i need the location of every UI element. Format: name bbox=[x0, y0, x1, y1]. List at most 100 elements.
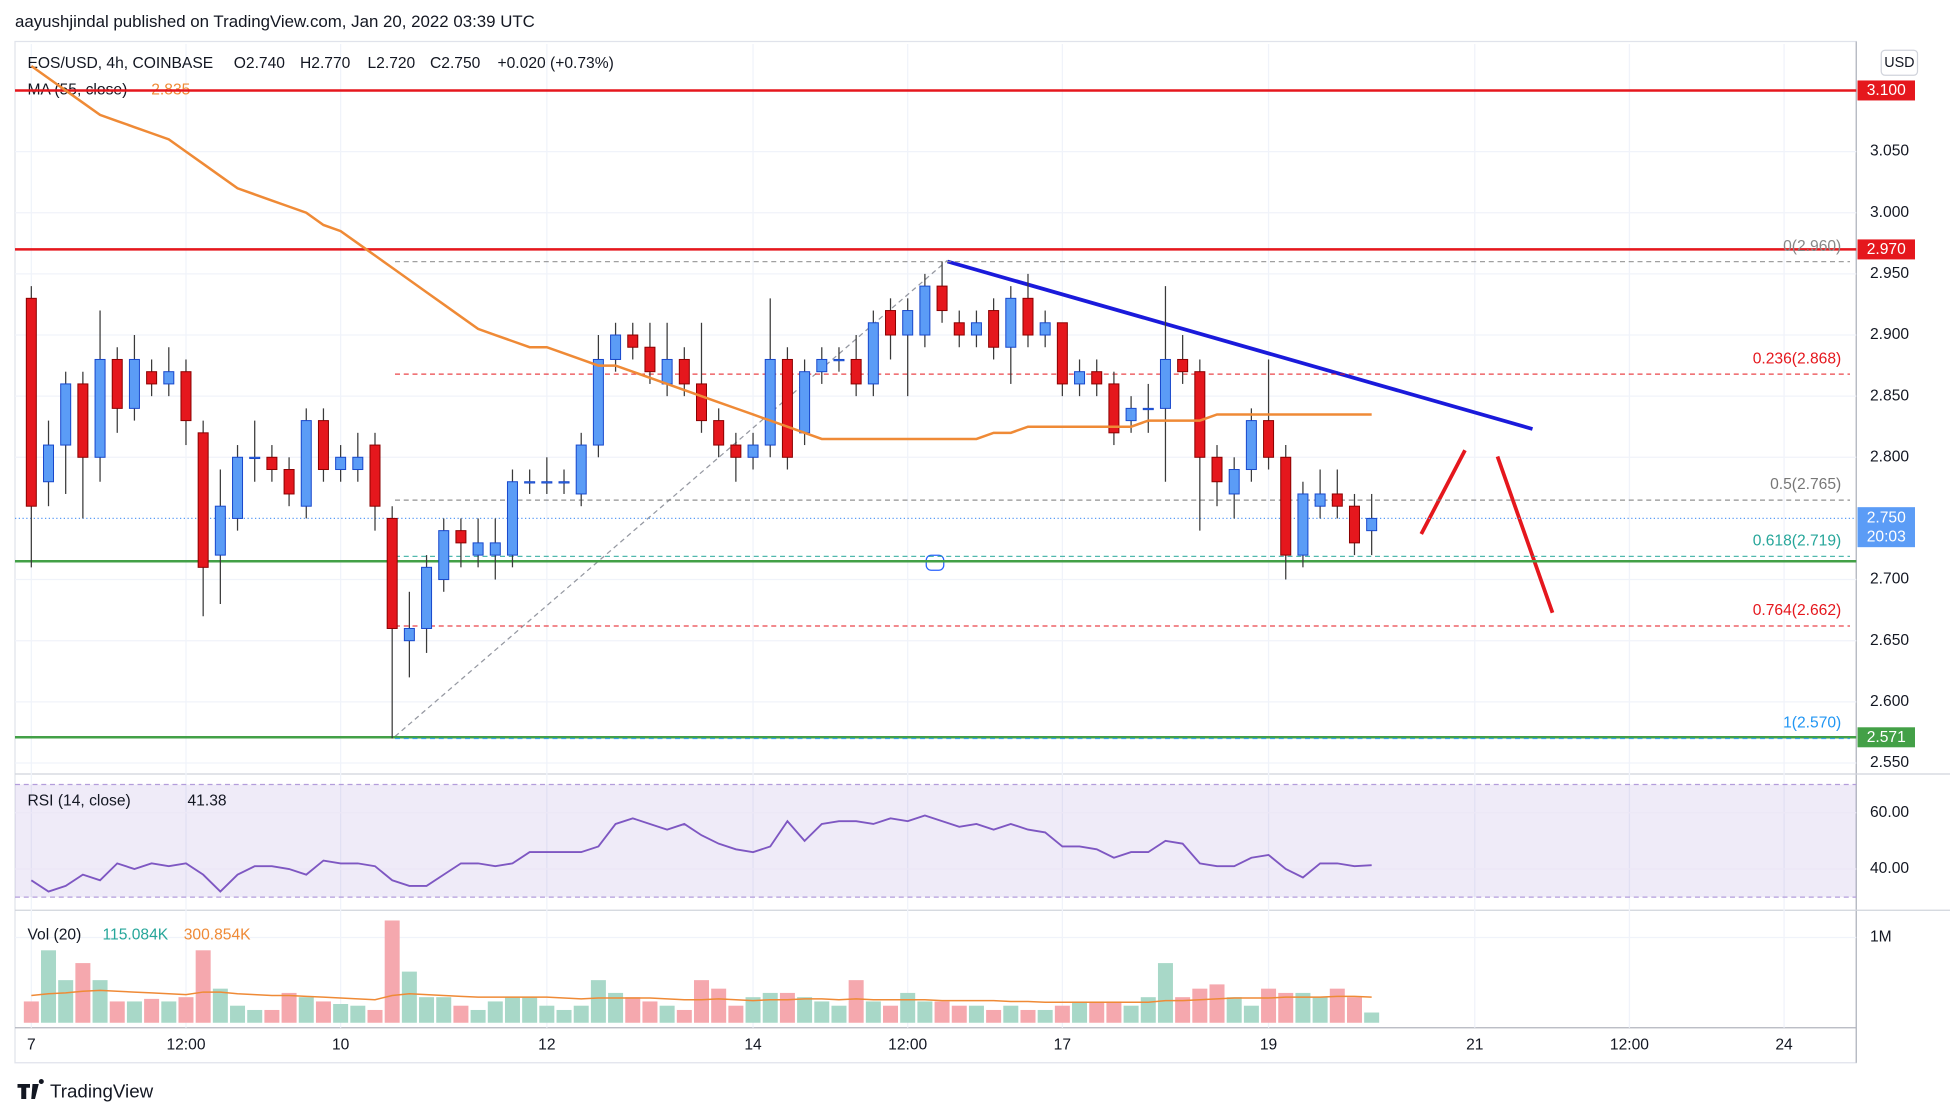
volume-bar bbox=[917, 1001, 933, 1023]
candle-body bbox=[1074, 371, 1086, 385]
volume-bar bbox=[1020, 1009, 1036, 1023]
volume-bar bbox=[556, 1009, 572, 1023]
y-tick-label: 2.900 bbox=[1870, 326, 1909, 343]
y-tick-label: 2.650 bbox=[1870, 632, 1909, 649]
candle-body bbox=[1005, 297, 1017, 348]
candle-body bbox=[197, 432, 209, 568]
volume-bar bbox=[1175, 997, 1191, 1023]
fib-label: 0.236(2.868) bbox=[1753, 350, 1842, 367]
x-tick-label: 12 bbox=[538, 1036, 555, 1053]
rsi-name: RSI (14, close) bbox=[28, 793, 131, 810]
volume-bar bbox=[608, 992, 624, 1023]
volume-bar bbox=[298, 997, 314, 1023]
x-tick-label: 12:00 bbox=[1610, 1036, 1649, 1053]
volume-value: 115.084K bbox=[103, 926, 169, 943]
arrow-up bbox=[1419, 449, 1467, 535]
candle-body bbox=[816, 358, 828, 373]
volume-bar bbox=[453, 1005, 469, 1023]
rsi-value: 41.38 bbox=[188, 793, 227, 810]
y-tick-label: 2.800 bbox=[1870, 448, 1909, 465]
volume-bar bbox=[522, 997, 538, 1023]
candle-body bbox=[489, 542, 501, 556]
volume-bar bbox=[728, 1005, 744, 1023]
volume-bar bbox=[247, 1009, 263, 1023]
x-tick-label: 24 bbox=[1775, 1036, 1793, 1053]
volume-bar bbox=[831, 1005, 847, 1023]
volume-bar bbox=[504, 997, 520, 1023]
rsi-line bbox=[30, 814, 1372, 893]
candle-body bbox=[1142, 407, 1154, 411]
candle-body bbox=[730, 444, 742, 458]
candle-body bbox=[335, 456, 347, 471]
volume-ma-value: 300.854K bbox=[184, 926, 251, 943]
y-tick-label: 2.600 bbox=[1870, 693, 1909, 710]
candle-body bbox=[1297, 493, 1309, 556]
x-tick-label: 21 bbox=[1466, 1036, 1483, 1053]
candle-body bbox=[146, 371, 158, 385]
candle-body bbox=[936, 285, 948, 312]
candle-body bbox=[506, 481, 518, 556]
trend-line bbox=[946, 259, 1534, 431]
brand-logo bbox=[17, 1079, 44, 1099]
volume-bar bbox=[762, 992, 778, 1023]
candle-body bbox=[713, 420, 725, 446]
volume-bar bbox=[1003, 1005, 1019, 1023]
volume-bar bbox=[814, 1001, 830, 1023]
brand: TradingView bbox=[50, 1081, 154, 1102]
candle-body bbox=[300, 420, 312, 507]
volume-bar bbox=[1329, 988, 1345, 1023]
y-tick-label: 2.550 bbox=[1870, 754, 1909, 771]
candle-body bbox=[1091, 371, 1103, 385]
volume-bar bbox=[1140, 997, 1156, 1023]
volume-bar bbox=[436, 997, 452, 1023]
legend-close: C2.750 bbox=[430, 55, 481, 72]
symbol: EOS/USD, 4h, COINBASE bbox=[28, 55, 214, 72]
volume-bar bbox=[281, 992, 297, 1023]
line-handle[interactable] bbox=[925, 554, 945, 571]
candle-body bbox=[781, 358, 793, 458]
volume-bar bbox=[401, 971, 417, 1023]
candle-body bbox=[885, 310, 897, 336]
volume-bar bbox=[367, 1009, 383, 1023]
candle-body bbox=[524, 481, 536, 484]
candle-body bbox=[403, 627, 415, 642]
volume-bar bbox=[659, 1005, 675, 1023]
x-tick-label: 10 bbox=[332, 1036, 350, 1053]
candle-body bbox=[953, 322, 965, 336]
volume-bar bbox=[1261, 988, 1277, 1023]
candle-body bbox=[678, 358, 690, 385]
price-tag bbox=[1857, 239, 1915, 260]
candle-body bbox=[592, 358, 604, 446]
currency-box[interactable] bbox=[1880, 49, 1919, 76]
candle-body bbox=[1331, 493, 1343, 507]
volume-bar bbox=[968, 1005, 984, 1023]
candle-body bbox=[94, 358, 106, 458]
candle-body bbox=[232, 456, 244, 519]
volume-bar bbox=[1157, 963, 1173, 1023]
volume-bar bbox=[1089, 1001, 1105, 1023]
candle-body bbox=[1348, 505, 1360, 544]
candle-body bbox=[902, 310, 914, 336]
volume-bar bbox=[350, 1005, 366, 1023]
candle-body bbox=[472, 542, 484, 556]
volume-bar bbox=[470, 1009, 486, 1023]
fib-label: 0.618(2.719) bbox=[1753, 532, 1842, 549]
rsi-tick-label: 40.00 bbox=[1870, 860, 1909, 877]
volume-bar bbox=[711, 988, 727, 1023]
candle-body bbox=[1039, 322, 1051, 336]
volume-bar bbox=[1123, 1005, 1139, 1023]
candle-body bbox=[919, 285, 931, 336]
price-tag-label: 3.100 bbox=[1867, 82, 1906, 99]
price-tag-label: 2.571 bbox=[1867, 729, 1906, 746]
candle-body bbox=[77, 383, 89, 458]
volume-bar bbox=[693, 980, 709, 1023]
candle-body bbox=[1263, 420, 1275, 458]
volume-bar bbox=[23, 1001, 39, 1023]
volume-bar bbox=[642, 1001, 658, 1023]
volume-bar bbox=[1106, 1001, 1122, 1023]
volume-bar bbox=[1226, 997, 1242, 1023]
ma-line bbox=[30, 64, 1372, 441]
legend-open: O2.740 bbox=[234, 55, 286, 72]
volume-bar bbox=[951, 1005, 967, 1023]
candle-body bbox=[1211, 456, 1223, 483]
